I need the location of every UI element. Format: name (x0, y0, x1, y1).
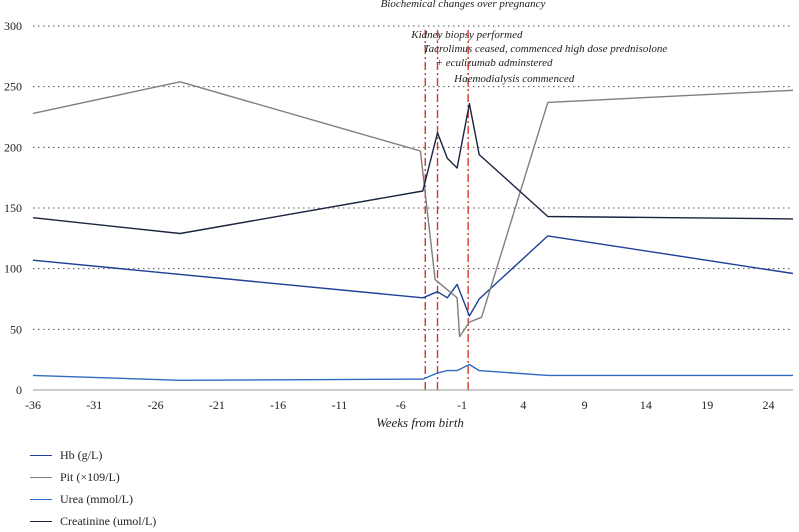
x-tick-label: -6 (396, 398, 406, 412)
y-tick-label: 0 (16, 383, 22, 397)
legend-item-urea: Urea (mmol/L) (30, 488, 156, 510)
legend-label-plt: Pit (×109/L) (60, 469, 120, 484)
legend-item-plt: Pit (×109/L) (30, 466, 156, 488)
x-tick-label: 19 (701, 398, 713, 412)
legend: Hb (g/L) Pit (×109/L) Urea (mmol/L) Crea… (30, 444, 156, 532)
y-tick-label: 100 (4, 262, 22, 276)
x-axis-label: Weeks from birth (376, 415, 464, 430)
chart-area: Biochemical changes over pregnancy Kidne… (4, 0, 794, 430)
gridlines (33, 25, 793, 330)
x-tick-label: 14 (640, 398, 652, 412)
x-tick-label: -1 (457, 398, 467, 412)
series-line-plt (32, 81, 794, 338)
y-tick-label: 200 (4, 140, 22, 154)
chart-title: Biochemical changes over pregnancy (381, 0, 546, 10)
x-tick-label: -36 (25, 398, 41, 412)
x-tick-label: -16 (270, 398, 286, 412)
legend-label-urea: Urea (mmol/L) (60, 491, 133, 506)
x-axis-ticks: -36 -31 -26 -21 -16 -11 -6 -1 4 9 14 19 24 (25, 398, 774, 412)
y-tick-label: 300 (4, 19, 22, 33)
x-tick-label: -11 (332, 398, 348, 412)
series-line-hb (32, 235, 794, 317)
series-line-urea (32, 363, 793, 381)
y-tick-label: 50 (10, 322, 22, 336)
event-label: Haemodialysis commenced (453, 73, 575, 85)
y-tick-label: 250 (4, 80, 22, 94)
event-markers: Kidney biopsy performed Tacrolimus ceased… (410, 29, 667, 390)
x-tick-label: -26 (148, 398, 164, 412)
x-tick-label: -21 (209, 398, 225, 412)
y-tick-label: 150 (4, 201, 22, 215)
series-line-creatinine (32, 102, 794, 235)
legend-item-creatinine: Creatinine (umol/L) (30, 510, 156, 532)
x-tick-label: 24 (762, 398, 774, 412)
legend-label-hb: Hb (g/L) (60, 447, 103, 462)
event-label: + eculizumab adminstered (436, 57, 553, 69)
event-label: Kidney biopsy performed (410, 29, 523, 41)
legend-swatch-urea (30, 498, 52, 500)
x-tick-label: 9 (582, 398, 588, 412)
legend-swatch-creatinine (30, 520, 52, 522)
x-tick-label: 4 (520, 398, 526, 412)
legend-item-hb: Hb (g/L) (30, 444, 156, 466)
legend-swatch-hb (30, 454, 52, 456)
event-label: Tacrolimus ceased, commenced high dose p… (424, 43, 668, 55)
series-lines (32, 81, 794, 381)
legend-swatch-plt (30, 476, 52, 478)
x-tick-label: -31 (86, 398, 102, 412)
y-axis-ticks: 0 50 100 150 200 250 300 (4, 19, 22, 397)
legend-label-creatinine: Creatinine (umol/L) (60, 513, 157, 528)
